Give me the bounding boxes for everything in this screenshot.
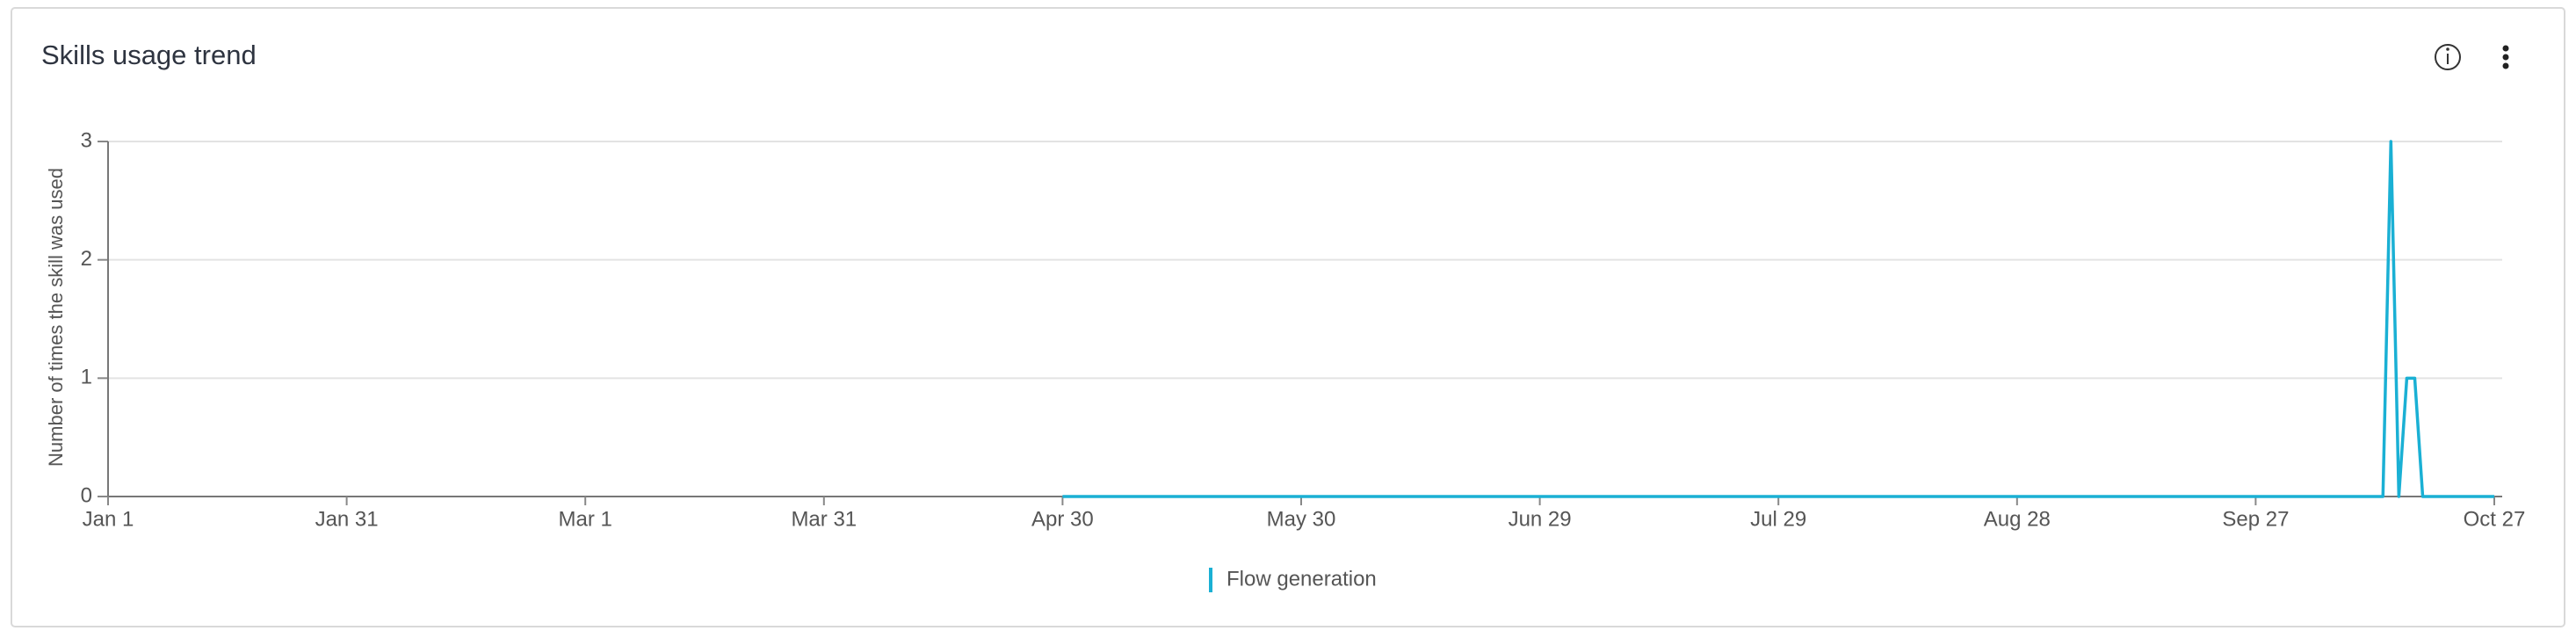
x-tick-label: Jan 31: [315, 507, 379, 531]
x-tick-label: Mar 1: [559, 507, 612, 531]
y-tick-label: 1: [81, 366, 92, 389]
card: [11, 7, 2565, 627]
x-tick-label: Jan 1: [83, 507, 134, 531]
x-tick-label: Sep 27: [2222, 507, 2289, 531]
x-tick-label: Oct 27: [2464, 507, 2526, 531]
y-tick-label: 0: [81, 483, 92, 507]
y-tick-label: 2: [81, 247, 92, 271]
x-tick-label: Jun 29: [1509, 507, 1572, 531]
chart-title: Skills usage trend: [41, 40, 257, 70]
y-axis-label: Number of times the skill was used: [45, 168, 67, 467]
y-tick-label: 3: [81, 128, 92, 152]
x-tick-label: Aug 28: [1984, 507, 2051, 531]
x-tick-label: Mar 31: [791, 507, 857, 531]
x-tick-label: May 30: [1267, 507, 1336, 531]
menu-button[interactable]: [2502, 45, 2509, 69]
x-tick-label: Apr 30: [1031, 507, 1094, 531]
legend-label: Flow generation: [1226, 567, 1377, 591]
info-button[interactable]: [2435, 44, 2461, 70]
line-series: [1062, 140, 2494, 498]
x-tick-label: Jul 29: [1750, 507, 1806, 531]
